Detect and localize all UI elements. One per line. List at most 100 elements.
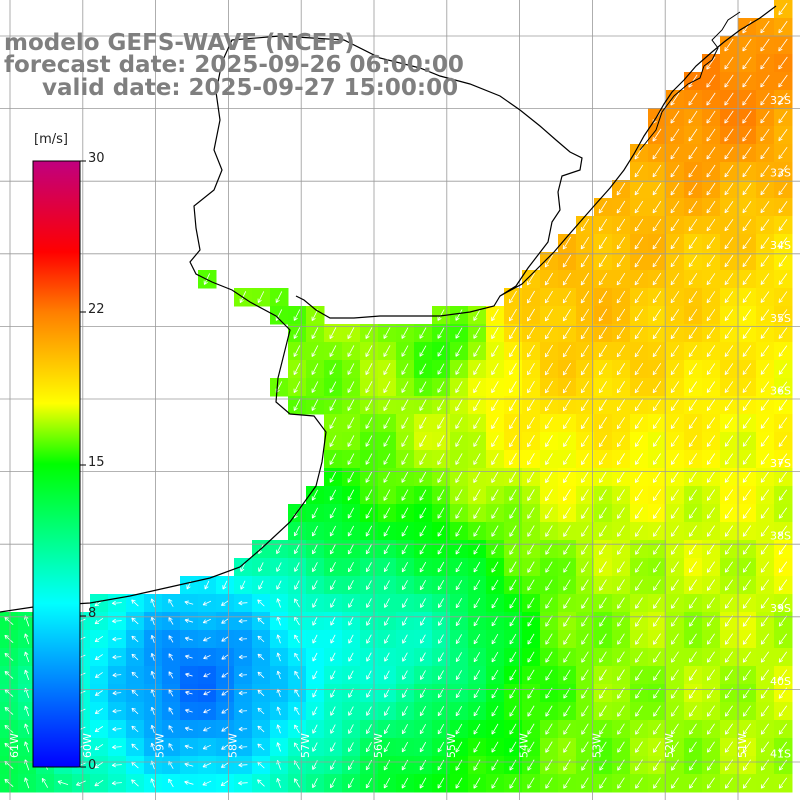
wind-arrow-head (635, 336, 639, 340)
wind-arrow (366, 688, 372, 698)
wind-arrow-head (742, 300, 747, 303)
wind-arrow-head (581, 732, 586, 735)
wind-arrow (742, 399, 752, 411)
wind-arrow-head (617, 426, 622, 430)
wind-arrow-head (131, 707, 136, 710)
wind-arrow (760, 146, 770, 160)
wind-arrow-head (724, 174, 729, 178)
wind-arrow-head (312, 515, 316, 519)
wind-arrow (670, 218, 680, 232)
wind-arrow-head (491, 659, 496, 663)
wind-arrow (653, 525, 661, 537)
wind-arrow-head (761, 678, 766, 681)
wind-arrow (401, 417, 409, 429)
wind-arrow (688, 146, 698, 160)
wind-arrow-head (419, 533, 424, 537)
wind-arrow-head (761, 498, 765, 501)
wind-arrow (384, 616, 390, 626)
wind-arrow (509, 525, 517, 537)
wind-arrow-head (455, 749, 460, 753)
wind-arrow-head (724, 264, 729, 268)
wind-arrow-head (527, 623, 532, 627)
wind-arrow (652, 236, 662, 250)
wind-arrow (689, 759, 697, 771)
wind-arrow-head (760, 48, 765, 52)
wind-arrow (168, 617, 174, 625)
wind-arrow (204, 580, 210, 590)
wind-arrow (599, 759, 607, 771)
wind-arrow (402, 652, 408, 662)
wind-arrow-head (671, 534, 676, 537)
wind-arrow-head (366, 712, 371, 716)
wind-arrow (688, 399, 698, 411)
wind-arrow-head (563, 624, 568, 627)
wind-arrow-head (185, 690, 190, 693)
wind-arrow (545, 398, 553, 412)
wind-arrow (401, 345, 409, 357)
wind-arrow (238, 692, 248, 694)
wind-arrow-head (527, 444, 532, 448)
wind-arrow-head (778, 48, 783, 52)
wind-arrow-head (402, 731, 406, 735)
wind-arrow-head (563, 264, 567, 268)
wind-arrow-head (437, 785, 442, 789)
wind-arrow-head (707, 570, 712, 573)
wind-arrow (742, 363, 752, 375)
wind-arrow (724, 489, 734, 501)
wind-arrow-head (635, 390, 639, 394)
wind-arrow-head (365, 336, 370, 339)
wind-arrow (598, 308, 608, 322)
wind-arrow (545, 741, 553, 753)
wind-arrow (563, 777, 571, 789)
wind-arrow (760, 20, 770, 34)
wind-arrow (509, 345, 517, 357)
wind-arrow (473, 543, 481, 555)
wind-arrow-head (168, 725, 173, 728)
longitude-label: 59W (154, 733, 167, 758)
wind-arrow-head (617, 498, 622, 501)
wind-arrow (330, 688, 336, 698)
wind-arrow (760, 381, 770, 393)
wind-arrow (168, 778, 174, 788)
wind-arrow (151, 635, 155, 643)
wind-arrow-head (581, 606, 586, 609)
wind-arrow-head (581, 426, 586, 430)
wind-arrow (383, 381, 391, 393)
wind-arrow (347, 417, 355, 429)
wind-arrow (383, 435, 391, 447)
wind-arrow-head (509, 444, 514, 448)
wind-arrow (240, 580, 246, 590)
wind-arrow-head (563, 552, 568, 555)
wind-arrow-head (150, 689, 153, 694)
wind-arrow-head (599, 462, 604, 466)
wind-arrow (311, 309, 319, 321)
wind-arrow (760, 92, 770, 106)
wind-arrow-head (437, 515, 442, 519)
wind-arrow (112, 656, 122, 658)
wind-arrow-head (203, 691, 207, 695)
wind-arrow-head (131, 725, 136, 728)
wind-arrow-head (761, 750, 766, 753)
wind-arrow-head (653, 426, 658, 429)
wind-arrow (527, 651, 535, 663)
wind-arrow (437, 327, 445, 339)
wind-arrow-head (725, 534, 730, 537)
wind-arrow (724, 273, 734, 285)
wind-arrow-head (743, 552, 748, 555)
wind-arrow (329, 453, 337, 465)
wind-arrow (778, 705, 788, 717)
wind-arrow-head (599, 390, 604, 394)
wind-arrow-head (761, 642, 766, 645)
wind-arrow-head (634, 156, 639, 160)
wind-arrow (688, 308, 698, 322)
wind-arrow (689, 669, 697, 681)
wind-arrow (580, 254, 590, 268)
wind-arrow (401, 543, 409, 555)
wind-arrow (760, 651, 770, 663)
wind-arrow-head (473, 785, 478, 789)
wind-arrow-head (581, 785, 586, 789)
wind-arrow (760, 291, 770, 303)
wind-arrow-head (491, 336, 496, 340)
wind-arrow (581, 741, 589, 753)
